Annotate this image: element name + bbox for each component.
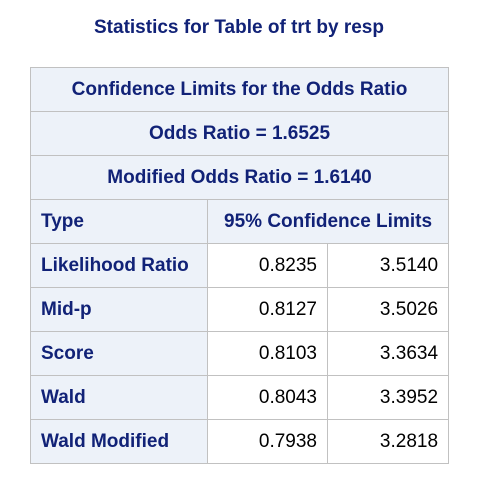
upper-limit-cell: 3.3634 [326,331,450,376]
row-label: Likelihood Ratio [30,243,208,288]
table-row: Mid-p 0.8127 3.5026 [30,287,450,332]
odds-ratio-label: Odds Ratio = 1.6525 [29,111,450,156]
lower-limit-cell: 0.8043 [207,375,328,420]
table-row: Wald Modified 0.7938 3.2818 [30,419,450,464]
table-row: Score 0.8103 3.3634 [30,331,450,376]
upper-limit-cell: 3.2818 [326,419,450,464]
column-header-type: Type [30,199,208,244]
table-row: Likelihood Ratio 0.8235 3.5140 [30,243,450,288]
confidence-limits-table: Confidence Limits for the Odds Ratio Odd… [29,67,450,464]
table-header-row: Modified Odds Ratio = 1.6140 [29,155,450,200]
row-label: Score [30,331,208,376]
upper-limit-cell: 3.5140 [326,243,450,288]
table-header-row: Odds Ratio = 1.6525 [29,111,450,156]
row-label: Wald Modified [30,419,208,464]
upper-limit-cell: 3.5026 [326,287,450,332]
row-label: Wald [30,375,208,420]
page-title: Statistics for Table of trt by resp [94,17,384,38]
lower-limit-cell: 0.8127 [207,287,328,332]
table-caption: Confidence Limits for the Odds Ratio [29,67,450,112]
row-label: Mid-p [30,287,208,332]
lower-limit-cell: 0.7938 [207,419,328,464]
column-header-row: Type 95% Confidence Limits [30,199,450,244]
lower-limit-cell: 0.8103 [207,331,328,376]
table-header-row: Confidence Limits for the Odds Ratio [29,67,450,112]
lower-limit-cell: 0.8235 [207,243,328,288]
column-header-limits: 95% Confidence Limits [206,199,450,244]
upper-limit-cell: 3.3952 [326,375,450,420]
modified-odds-ratio-label: Modified Odds Ratio = 1.6140 [29,155,450,200]
table-row: Wald 0.8043 3.3952 [30,375,450,420]
